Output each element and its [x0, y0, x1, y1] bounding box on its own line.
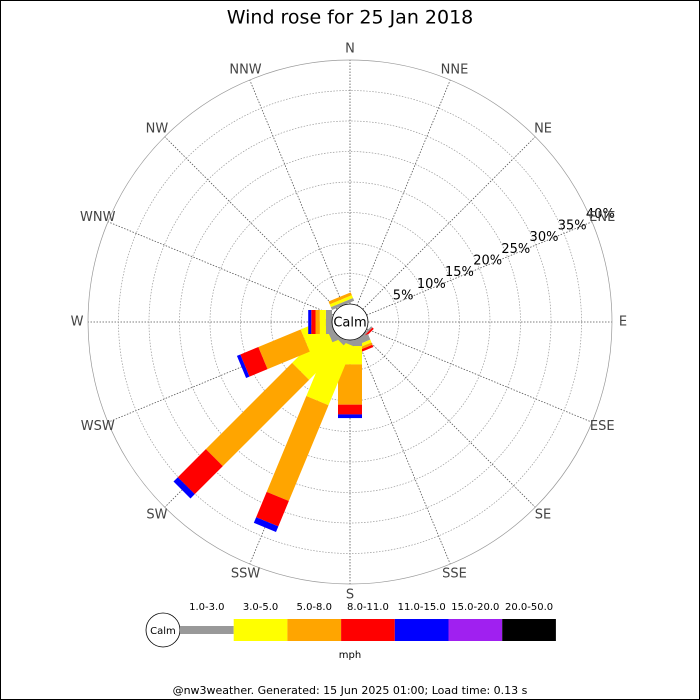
ring-label: 30%: [530, 230, 559, 245]
legend-swatch: [341, 619, 395, 641]
bar-segment: [329, 295, 354, 308]
direction-label: SW: [146, 508, 167, 523]
legend-swatch: [180, 626, 234, 634]
legend-swatch: [448, 619, 503, 641]
ring-label: 15%: [445, 265, 474, 280]
chart-title: Wind rose for 25 Jan 2018: [227, 7, 474, 29]
direction-label: NE: [534, 121, 552, 136]
bar-segment: [173, 477, 195, 499]
direction-label: WSW: [81, 419, 115, 434]
legend-label: 8.0-11.0: [347, 602, 389, 613]
grid-ring: [148, 120, 552, 524]
legend-swatch: [233, 619, 288, 641]
ring-label: 20%: [473, 253, 502, 268]
direction-label: NW: [146, 121, 169, 136]
legend-calm-label: Calm: [150, 626, 176, 637]
bar-segment: [177, 449, 223, 495]
legend-swatch: [502, 619, 556, 641]
direction-label: SSW: [231, 567, 261, 582]
direction-label: E: [619, 315, 627, 330]
bar-segment: [338, 414, 362, 419]
bar-segment: [258, 329, 310, 370]
direction-label: ENE: [589, 210, 615, 225]
bar-segment: [253, 517, 279, 533]
legend-label: 5.0-8.0: [297, 602, 332, 613]
legend-label: 15.0-20.0: [451, 602, 499, 613]
ring-label: 5%: [393, 288, 414, 303]
bar-segment: [205, 362, 310, 467]
bar-segment: [306, 336, 354, 406]
ring-label: 10%: [417, 277, 446, 292]
legend-label: 11.0-15.0: [398, 602, 446, 613]
direction-label: W: [71, 315, 84, 330]
direction-label: NNW: [229, 62, 261, 77]
bar-segment: [338, 404, 362, 415]
bar-segment: [256, 491, 289, 527]
grid-ring: [240, 212, 460, 432]
grid-ring: [209, 181, 491, 463]
grid-ring: [118, 90, 582, 554]
direction-label: NNE: [441, 62, 469, 77]
calm-circle: [331, 303, 369, 341]
legend-title: mph: [339, 650, 361, 661]
bar-segment: [266, 396, 329, 502]
direction-label: N: [345, 42, 355, 57]
bar-segment: [325, 310, 332, 334]
bar-segment: [319, 310, 326, 334]
direction-label: ESE: [590, 419, 615, 434]
bar-segment: [240, 346, 268, 377]
ring-label: 25%: [501, 242, 530, 257]
calm-label: Calm: [333, 316, 366, 331]
ring-label: 35%: [558, 218, 587, 233]
legend-label: 20.0-50.0: [505, 602, 553, 613]
direction-label: SE: [535, 508, 551, 523]
legend-label: 3.0-5.0: [243, 602, 278, 613]
bar-segment: [236, 354, 250, 379]
ring-label: 40%: [586, 207, 615, 222]
bars: [173, 292, 374, 533]
bar-segment: [330, 297, 355, 310]
bar-segment: [315, 310, 320, 334]
grid-ring: [87, 59, 613, 585]
legend-label: 1.0-3.0: [189, 602, 224, 613]
bar-segment: [308, 310, 312, 334]
grid-ring: [179, 151, 521, 493]
direction-label: WNW: [80, 210, 116, 225]
footer: @nw3weather. Generated: 15 Jun 2025 01:0…: [173, 684, 528, 697]
legend-swatch: [394, 619, 449, 641]
direction-label: SSE: [442, 567, 467, 582]
bar-segment: [311, 310, 316, 334]
bar-segment: [328, 292, 352, 305]
direction-label: S: [346, 588, 354, 603]
legend-swatch: [287, 619, 342, 641]
